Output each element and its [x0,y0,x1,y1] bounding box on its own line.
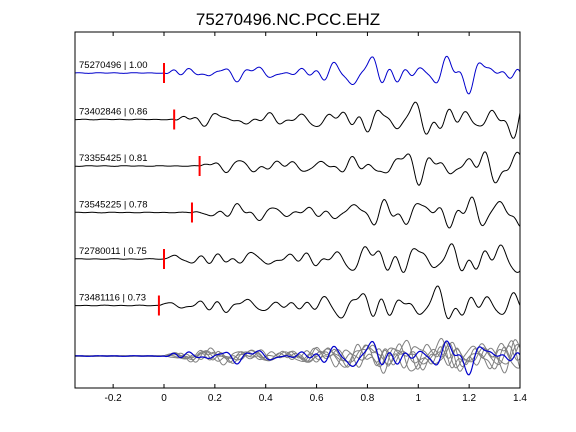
x-tick-label: 1 [416,393,422,404]
x-tick-label: 0.4 [259,393,273,404]
x-tick-label: -0.2 [105,393,123,404]
trace-label: 73545225 | 0.78 [79,200,148,211]
x-tick-label: 0 [161,393,167,404]
trace-line [75,101,521,139]
x-axis: -0.2 0 0.2 0.4 0.6 0.8 1 1.2 1.4 [105,32,527,404]
trace-label: 73355425 | 0.81 [79,153,148,164]
axes-frame [74,31,521,389]
x-tick-label: 1.4 [513,393,527,404]
x-tick-label: 1.2 [462,393,476,404]
trace-line [74,285,521,320]
trace-line [75,196,521,229]
chart-title: 75270496.NC.PCC.EHZ [196,10,380,29]
trace-label: 73402846 | 0.86 [79,107,148,118]
trace-label: 75270496 | 1.00 [79,60,148,71]
trace-line [75,151,521,186]
overlay-reference-trace [75,340,521,376]
x-tick-label: 0.6 [310,393,324,404]
trace-label: 73481116 | 0.73 [79,293,146,304]
trace-line [75,55,521,95]
trace-line [74,243,521,273]
overlay-trace [75,342,521,374]
x-tick-label: 0.2 [208,393,222,404]
trace-label: 72780011 | 0.75 [79,246,147,257]
x-tick-label: 0.8 [360,393,374,404]
plot-area: 75270496 | 1.00 73402846 | 0.86 73355425 |… [74,55,521,376]
